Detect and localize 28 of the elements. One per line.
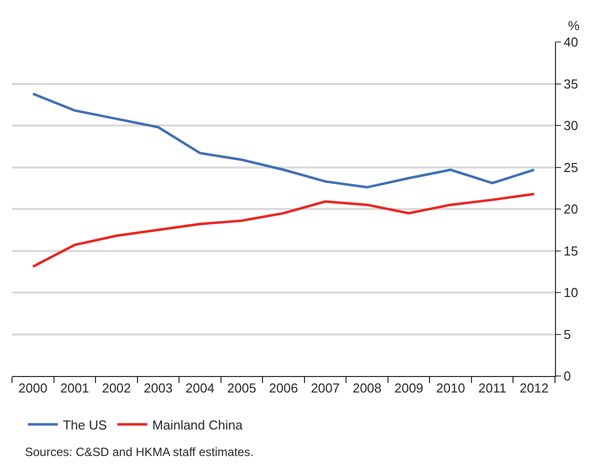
x-tick-label: 2003: [144, 380, 173, 396]
line-series: [32, 92, 536, 189]
x-tick-label: 2001: [60, 380, 90, 396]
x-tick-label: 2006: [269, 380, 298, 396]
x-tick-label: 2002: [102, 380, 131, 396]
x-tick-label: 2004: [186, 380, 214, 396]
x-tick-label: 2012: [520, 380, 549, 396]
x-tick-label: 2008: [352, 380, 382, 396]
x-tick-label: 2009: [394, 380, 424, 396]
y-tick-label: 15: [564, 243, 578, 258]
y-tick-label: 25: [564, 160, 578, 175]
y-tick-label: 20: [564, 202, 578, 217]
x-tick-label: 2011: [478, 380, 506, 396]
y-tick-label: 5: [564, 326, 571, 342]
y-tick-label: 0: [564, 368, 571, 384]
y-axis-title: %: [568, 18, 580, 33]
x-tick-label: 2005: [227, 380, 256, 396]
x-tick-label: 2010: [436, 380, 466, 396]
x-tick-label: 2007: [310, 380, 340, 396]
line-series: [32, 192, 536, 268]
legend-label: The US: [62, 417, 108, 432]
legend-label: Mainland China: [152, 417, 244, 432]
y-tick-label: 40: [564, 34, 578, 50]
y-tick-label: 35: [564, 76, 578, 92]
x-tick-label: 2000: [18, 380, 48, 396]
source-note: Sources: C&SD and HKMA staff estimates.: [25, 445, 254, 459]
y-tick-label: 10: [564, 285, 578, 300]
y-tick-label: 30: [564, 118, 578, 134]
